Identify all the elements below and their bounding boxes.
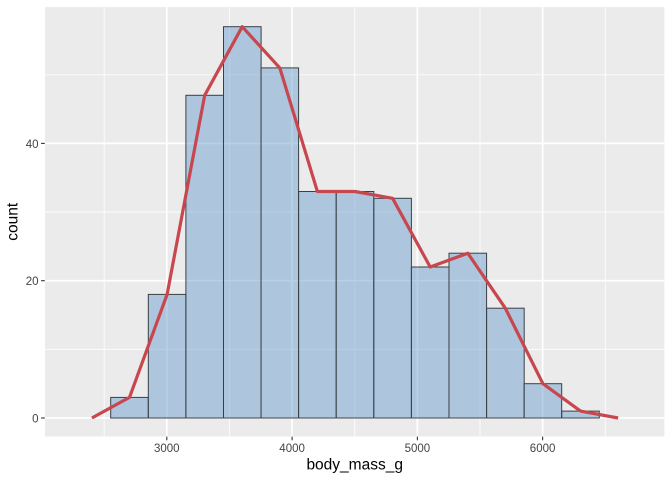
svg-text:40: 40 [26, 139, 39, 151]
svg-text:20: 20 [26, 276, 39, 288]
svg-text:5000: 5000 [405, 443, 431, 455]
svg-text:0: 0 [32, 413, 38, 425]
svg-text:count: count [5, 202, 22, 241]
svg-text:body_mass_g: body_mass_g [306, 456, 403, 473]
svg-text:6000: 6000 [530, 443, 556, 455]
svg-text:3000: 3000 [154, 443, 180, 455]
svg-text:4000: 4000 [279, 443, 305, 455]
